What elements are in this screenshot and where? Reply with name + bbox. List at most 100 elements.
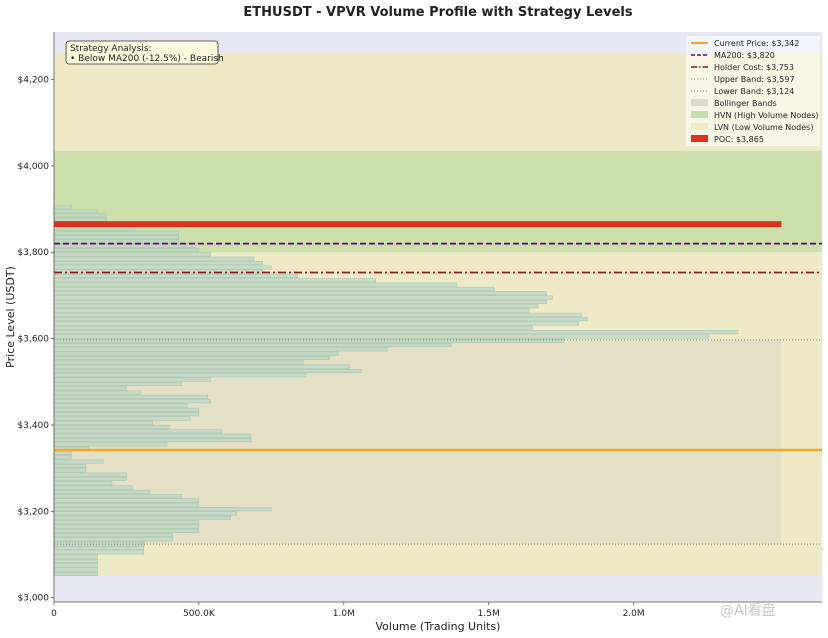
x-tick-label: 500.0K — [183, 609, 216, 619]
annotation-background — [65, 40, 219, 65]
y-tick-label: $3,600 — [18, 335, 50, 345]
profile-bar — [53, 476, 127, 481]
profile-bar — [53, 381, 182, 386]
y-tick-label: $4,000 — [18, 162, 50, 172]
profile-bar — [53, 567, 98, 572]
y-tick-label: $4,200 — [18, 76, 50, 86]
profile-bar — [53, 425, 171, 430]
profile-bar — [53, 235, 179, 240]
profile-bar — [53, 459, 104, 464]
chart-title: ETHUSDT - VPVR Volume Profile with Strat… — [243, 5, 632, 20]
profile-bar — [53, 489, 150, 494]
profile-bar — [53, 278, 376, 283]
profile-bar — [53, 373, 307, 378]
legend-label-upper-band: Upper Band: $3,597 — [714, 75, 795, 84]
profile-bar — [53, 537, 174, 542]
legend-swatch-hvn — [691, 111, 708, 118]
profile-bar — [53, 528, 200, 533]
legend: Current Price: $3,342 MA200: $3,820 Hold… — [686, 36, 820, 146]
y-axis: $3,000 $3,200 $3,400 $3,600 $3,800 $4,000 $4,2… — [18, 32, 55, 604]
legend-label-lvn: LVN (Low Volume Nodes) — [714, 123, 813, 132]
profile-bar — [53, 386, 127, 391]
profile-bar — [53, 330, 739, 335]
profile-bar — [53, 520, 200, 525]
profile-bar — [53, 308, 530, 313]
profile-bar — [53, 252, 211, 257]
profile-bar — [53, 442, 168, 447]
annotation-title: Strategy Analysis: — [70, 44, 152, 54]
profile-bar — [53, 364, 350, 369]
profile-bar — [53, 256, 255, 261]
profile-bar — [53, 502, 200, 507]
profile-bar — [53, 420, 153, 425]
profile-bar — [53, 317, 588, 322]
y-axis-label: Price Level (USDT) — [4, 266, 17, 368]
profile-bar — [53, 451, 72, 456]
legend-label-hvn: HVN (High Volume Nodes) — [714, 111, 819, 120]
profile-bar — [53, 356, 330, 361]
profile-bar — [53, 550, 145, 555]
profile-bar — [53, 571, 98, 576]
y-tick-label: $3,000 — [18, 594, 50, 604]
strategy-levels — [54, 221, 822, 545]
profile-bar — [53, 455, 72, 460]
profile-bar — [53, 498, 200, 503]
profile-bar — [53, 399, 211, 404]
profile-bar — [53, 554, 98, 559]
y-tick-label: $3,200 — [18, 507, 50, 517]
profile-bar — [53, 291, 547, 296]
profile-bar — [53, 282, 458, 287]
profile-bar — [53, 377, 211, 382]
legend-label-poc: POC: $3,865 — [714, 135, 764, 144]
legend-swatch-bollinger — [691, 99, 708, 106]
profile-bar — [53, 472, 127, 477]
legend-label-holder-cost: Holder Cost: $3,753 — [714, 63, 794, 72]
profile-bar — [53, 403, 188, 408]
annotation-line: • Below MA200 (-12.5%) - Bearish — [70, 54, 224, 64]
profile-bar — [53, 343, 452, 348]
profile-bar — [53, 433, 252, 438]
profile-bar — [53, 351, 339, 356]
legend-swatch-lvn — [691, 123, 708, 130]
profile-bar — [53, 416, 191, 421]
legend-label-lower-band: Lower Band: $3,124 — [714, 87, 794, 96]
profile-bar — [53, 204, 72, 209]
profile-bar — [53, 273, 298, 278]
profile-bar — [53, 412, 200, 417]
profile-bar — [53, 213, 107, 218]
profile-bar — [53, 321, 579, 326]
y-tick-label: $3,400 — [18, 421, 50, 431]
profile-bar — [53, 265, 272, 270]
profile-bar — [53, 481, 113, 486]
profile-bar — [53, 463, 87, 468]
profile-bar — [53, 334, 710, 339]
profile-bar — [53, 485, 133, 490]
profile-bar — [53, 390, 142, 395]
x-axis: 0 500.0K 1.0M 1.5M 2.0M — [51, 601, 822, 619]
legend-background — [686, 36, 820, 146]
profile-bar — [53, 312, 582, 317]
profile-bar — [53, 299, 547, 304]
profile-bar — [53, 304, 539, 309]
x-tick-label: 0 — [51, 609, 57, 619]
profile-bar — [53, 261, 263, 266]
profile-bar — [53, 286, 495, 291]
profile-bar — [53, 243, 197, 248]
profile-bar — [53, 511, 237, 516]
x-axis-label: Volume (Trading Units) — [376, 620, 501, 633]
legend-swatch-poc — [691, 135, 708, 142]
x-tick-label: 1.5M — [478, 609, 500, 619]
x-tick-label: 1.0M — [333, 609, 355, 619]
watermark: @AI看盘 — [720, 602, 776, 619]
poc-bar — [54, 221, 782, 228]
profile-bar — [53, 407, 200, 412]
profile-bar — [53, 248, 200, 253]
profile-bar — [53, 230, 179, 235]
y-tick-label: $3,800 — [18, 248, 50, 258]
profile-bar — [53, 563, 98, 568]
profile-bar — [53, 239, 179, 244]
profile-bar — [53, 347, 388, 352]
profile-bar — [53, 541, 145, 546]
profile-bar — [53, 209, 98, 214]
